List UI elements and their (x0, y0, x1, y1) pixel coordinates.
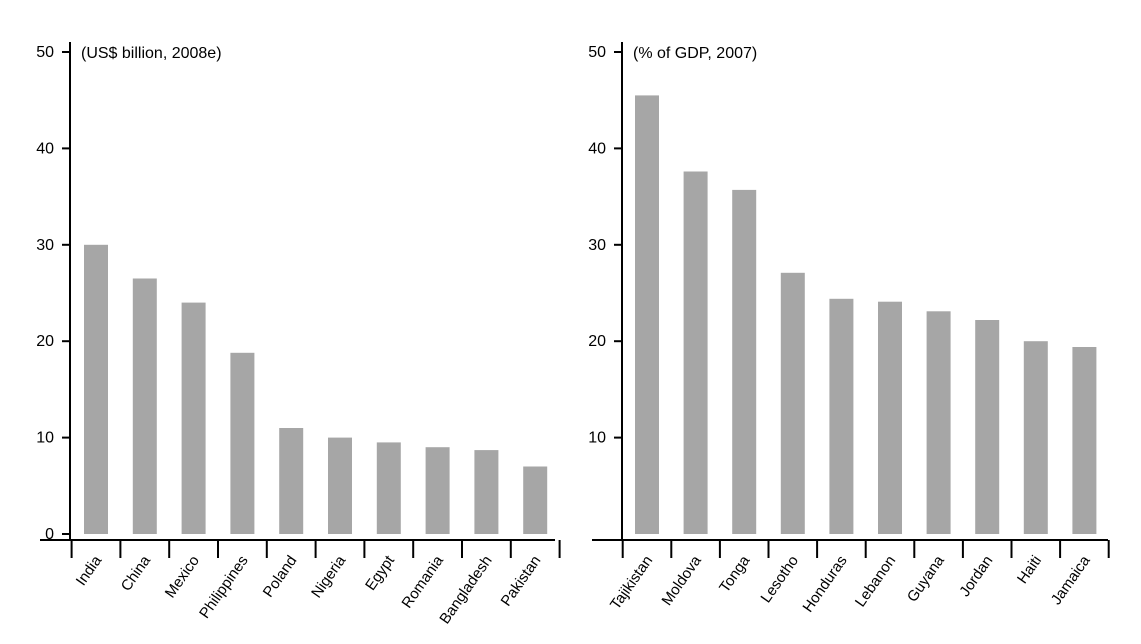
bar-philippines (230, 352, 255, 534)
bar-tonga (732, 189, 757, 534)
x-tick-label: Haiti (1014, 553, 1045, 587)
bar-tajikistan (635, 95, 659, 535)
x-tick-label: Lesotho (758, 553, 803, 606)
x-tick-label: Lebanon (852, 553, 899, 611)
y-tick-label: 0 (45, 526, 54, 543)
bar-lebanon (878, 301, 902, 534)
bar-haiti (1023, 341, 1048, 534)
x-tick-label: Tonga (716, 552, 754, 596)
y-tick-label: 10 (36, 430, 54, 447)
bar-pakistan (523, 466, 548, 534)
chart-title: (% of GDP, 2007) (633, 45, 757, 62)
chart-title: (US$ billion, 2008e) (81, 45, 222, 62)
x-tick-label: Egypt (362, 552, 398, 594)
bar-bangladesh (474, 450, 499, 534)
bar-poland (279, 428, 304, 534)
x-tick-label: Poland (260, 553, 301, 601)
bar-jamaica (1072, 347, 1097, 534)
y-tick-label: 40 (588, 140, 606, 157)
x-tick-label: Guyana (904, 552, 948, 605)
y-tick-label: 30 (36, 237, 54, 254)
y-tick-label: 50 (36, 44, 54, 61)
x-tick-label: Honduras (799, 553, 850, 616)
x-tick-label: Romania (399, 552, 448, 611)
y-tick-label: 20 (588, 333, 606, 350)
x-tick-label: Moldova (658, 552, 705, 609)
bar-egypt (376, 442, 401, 534)
y-tick-label: 40 (36, 140, 54, 157)
y-tick-label: 50 (588, 44, 606, 61)
y-tick-label: 20 (36, 333, 54, 350)
bar-india (84, 244, 108, 535)
y-tick-label: 10 (588, 430, 606, 447)
bar-nigeria (328, 437, 352, 534)
bar-honduras (829, 298, 854, 534)
bar-moldova (683, 171, 708, 534)
x-tick-label: Philippines (196, 553, 252, 622)
bar-lesotho (780, 272, 805, 534)
bar-romania (425, 447, 450, 534)
x-tick-label: Jordan (956, 553, 996, 600)
x-tick-label: Jamaica (1048, 552, 1094, 608)
bar-guyana (926, 311, 951, 534)
bar-china (132, 278, 157, 534)
x-tick-label: Tajikistan (607, 553, 656, 613)
x-tick-label: India (73, 552, 106, 589)
bar-jordan (975, 320, 1000, 534)
x-tick-label: Mexico (162, 553, 203, 602)
x-tick-label: Pakistan (498, 553, 545, 610)
y-tick-label: 30 (588, 237, 606, 254)
bar-mexico (181, 302, 206, 534)
x-tick-label: Nigeria (308, 552, 350, 601)
x-tick-label: China (118, 552, 155, 594)
